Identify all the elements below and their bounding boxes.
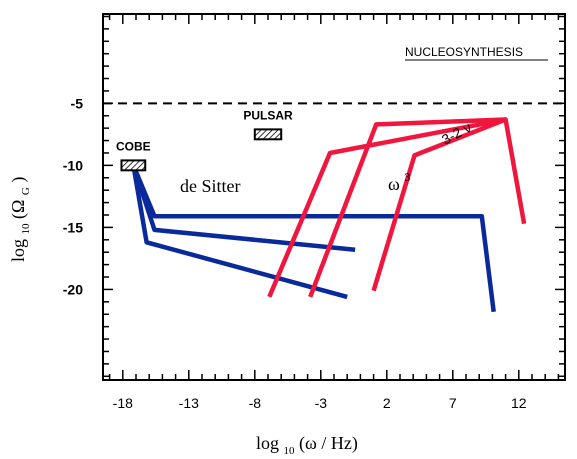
pulsar-label: PULSAR: [243, 108, 293, 122]
y-tick-label: -10: [63, 157, 83, 173]
plot-frame: [102, 13, 566, 381]
y-tick-label: -15: [63, 219, 83, 235]
x-tick-label: -8: [249, 395, 262, 411]
axis-tick-labels: -18 -13 -8 -3 2 7 12 -5 -10 -15 -20: [63, 95, 527, 411]
series-line-3: [131, 165, 348, 300]
cobe-box: [120, 159, 147, 172]
series-line-6: [371, 117, 527, 292]
omega-base: ω: [388, 174, 400, 194]
y-tick-label: -5: [71, 95, 84, 111]
series-line-5: [308, 117, 506, 298]
x-tick-label: -18: [113, 395, 133, 411]
x-tick-label: 2: [383, 395, 391, 411]
pulsar-box: [253, 128, 283, 141]
y-axis-title: log 10 (Ω G ): [8, 177, 33, 262]
series-line-2: [131, 164, 356, 252]
x-tick-label: -13: [179, 395, 199, 411]
cobe-label: COBE: [116, 139, 151, 153]
series-line-4: [267, 117, 507, 298]
y-tick-label: -20: [63, 281, 83, 297]
x-axis-title: log 10 (ω / Hz): [256, 433, 358, 458]
de-sitter-label: de Sitter: [180, 176, 241, 196]
nucleosynthesis-label: NUCLEOSYNTHESIS: [405, 45, 523, 59]
boxes-group: COBE PULSAR: [116, 108, 293, 172]
x-tick-label: 7: [449, 395, 457, 411]
x-tick-label: -3: [315, 395, 328, 411]
series-group: [131, 117, 527, 313]
axis-ticks: [103, 14, 565, 380]
x-tick-label: 12: [511, 395, 527, 411]
omega-exponent: 3: [404, 170, 410, 184]
omega-cubed-label: ω 3: [388, 170, 410, 194]
